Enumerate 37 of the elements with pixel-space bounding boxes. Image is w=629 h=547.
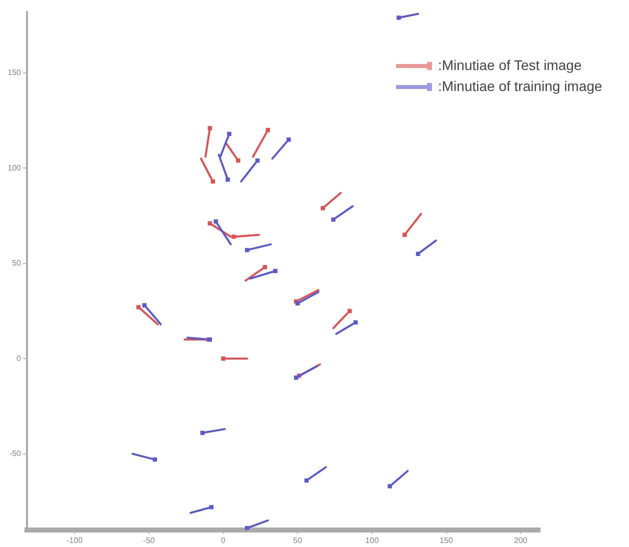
y-tick-label: 150	[8, 68, 22, 78]
point	[273, 268, 278, 274]
point	[388, 484, 392, 488]
point	[416, 252, 420, 256]
point	[209, 505, 214, 510]
legend-label: :Minutiae of training image	[438, 77, 602, 96]
point	[142, 303, 147, 308]
point	[402, 232, 407, 237]
point	[320, 206, 326, 210]
point	[244, 526, 250, 530]
y-tick-label: 50	[12, 258, 22, 268]
x-tick-label: -50	[143, 536, 156, 546]
x-tick-label: 150	[440, 536, 454, 546]
point	[227, 132, 232, 136]
point	[331, 217, 336, 222]
point	[294, 376, 298, 380]
point	[208, 126, 212, 130]
x-tick-label: 100	[365, 536, 380, 546]
y-tick-label: -50	[9, 449, 22, 458]
point	[262, 265, 268, 270]
y-tick-label: 100	[8, 163, 22, 172]
point	[236, 158, 240, 163]
point	[226, 177, 230, 182]
point	[232, 234, 236, 239]
x-tick-label: 0	[221, 536, 226, 546]
x-tick-label: -100	[66, 536, 84, 546]
point	[396, 16, 401, 20]
point	[348, 308, 352, 314]
x-tick-label: 200	[514, 536, 528, 546]
point	[210, 179, 215, 184]
point	[214, 219, 218, 224]
y-tick-label: 0	[16, 354, 22, 363]
x-tick-label: 50	[293, 536, 303, 546]
point	[136, 305, 141, 310]
legend-label: :Minutiae of Test image	[438, 56, 582, 75]
point	[286, 137, 291, 142]
point	[221, 356, 226, 361]
